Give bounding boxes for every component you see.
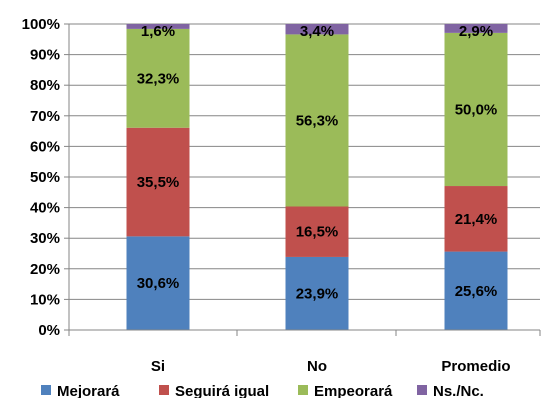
legend-swatch-seguira-igual [159, 385, 169, 395]
bar-si-mejorara [126, 236, 190, 330]
legend-label: Empeorará [314, 383, 393, 398]
y-tick-label: 100% [22, 16, 60, 33]
x-tick-label: Si [151, 358, 165, 375]
data-label-promedio-mejorara: 25,6% [455, 283, 498, 300]
x-tick-label: Promedio [441, 358, 510, 375]
bar-no-seguira-igual [285, 206, 349, 257]
bar-promedio-seguira-igual [444, 186, 508, 252]
data-label-si-mejorara: 30,6% [137, 275, 180, 292]
data-label-si-ns-nc: 1,6% [141, 23, 175, 40]
data-label-promedio-ns-nc: 2,9% [459, 23, 493, 40]
data-label-no-mejorara: 23,9% [296, 285, 339, 302]
bars [126, 24, 508, 330]
y-tick-label: 30% [30, 230, 60, 247]
bar-si-seguira-igual [126, 127, 190, 237]
bar-si-empeorara [126, 28, 190, 128]
bar-si-ns-nc [126, 24, 190, 29]
data-label-no-empeorara: 56,3% [296, 112, 339, 129]
y-tick-label: 60% [30, 138, 60, 155]
bar-no-ns-nc [285, 24, 349, 35]
legend-label: Seguirá igual [175, 383, 269, 398]
bar-no-empeorara [285, 34, 349, 207]
legend: Mejorará Seguirá igual Empeorará Ns./Nc. [41, 383, 484, 398]
bar-promedio-ns-nc [444, 24, 508, 33]
x-tick-label: No [307, 358, 327, 375]
legend-swatch-ns-nc [417, 385, 427, 395]
legend-swatch-mejorara [41, 385, 51, 395]
axes: 0% 10% 20% 30% 40% 50% 60% 70% 80% 90% 100% Si No Pro… [22, 16, 541, 375]
legend-label: Ns./Nc. [433, 383, 484, 398]
data-label-no-ns-nc: 3,4% [300, 23, 334, 40]
y-tick-label: 90% [30, 47, 60, 64]
data-label-promedio-empeorara: 50,0% [455, 101, 498, 118]
bar-promedio-empeorara [444, 32, 508, 187]
data-labels: 30,6% 35,5% 32,3% 1,6% 23,9% 16,5% 56,3% 3,4% 25… [137, 23, 498, 302]
y-tick-label: 20% [30, 261, 60, 278]
y-tick-label: 70% [30, 108, 60, 125]
y-tick-label: 50% [30, 169, 60, 186]
y-tick-label: 80% [30, 77, 60, 94]
y-tick-label: 0% [38, 322, 60, 339]
data-label-no-seguira-igual: 16,5% [296, 224, 339, 241]
legend-label: Mejorará [57, 383, 120, 398]
data-label-si-seguira-igual: 35,5% [137, 174, 180, 191]
y-tick-label: 40% [30, 200, 60, 217]
bar-promedio-mejorara [444, 251, 508, 330]
data-label-si-empeorara: 32,3% [137, 70, 180, 87]
legend-swatch-empeorara [298, 385, 308, 395]
data-label-promedio-seguira-igual: 21,4% [455, 211, 498, 228]
y-tick-label: 10% [30, 291, 60, 308]
bar-no-mejorara [285, 256, 349, 330]
